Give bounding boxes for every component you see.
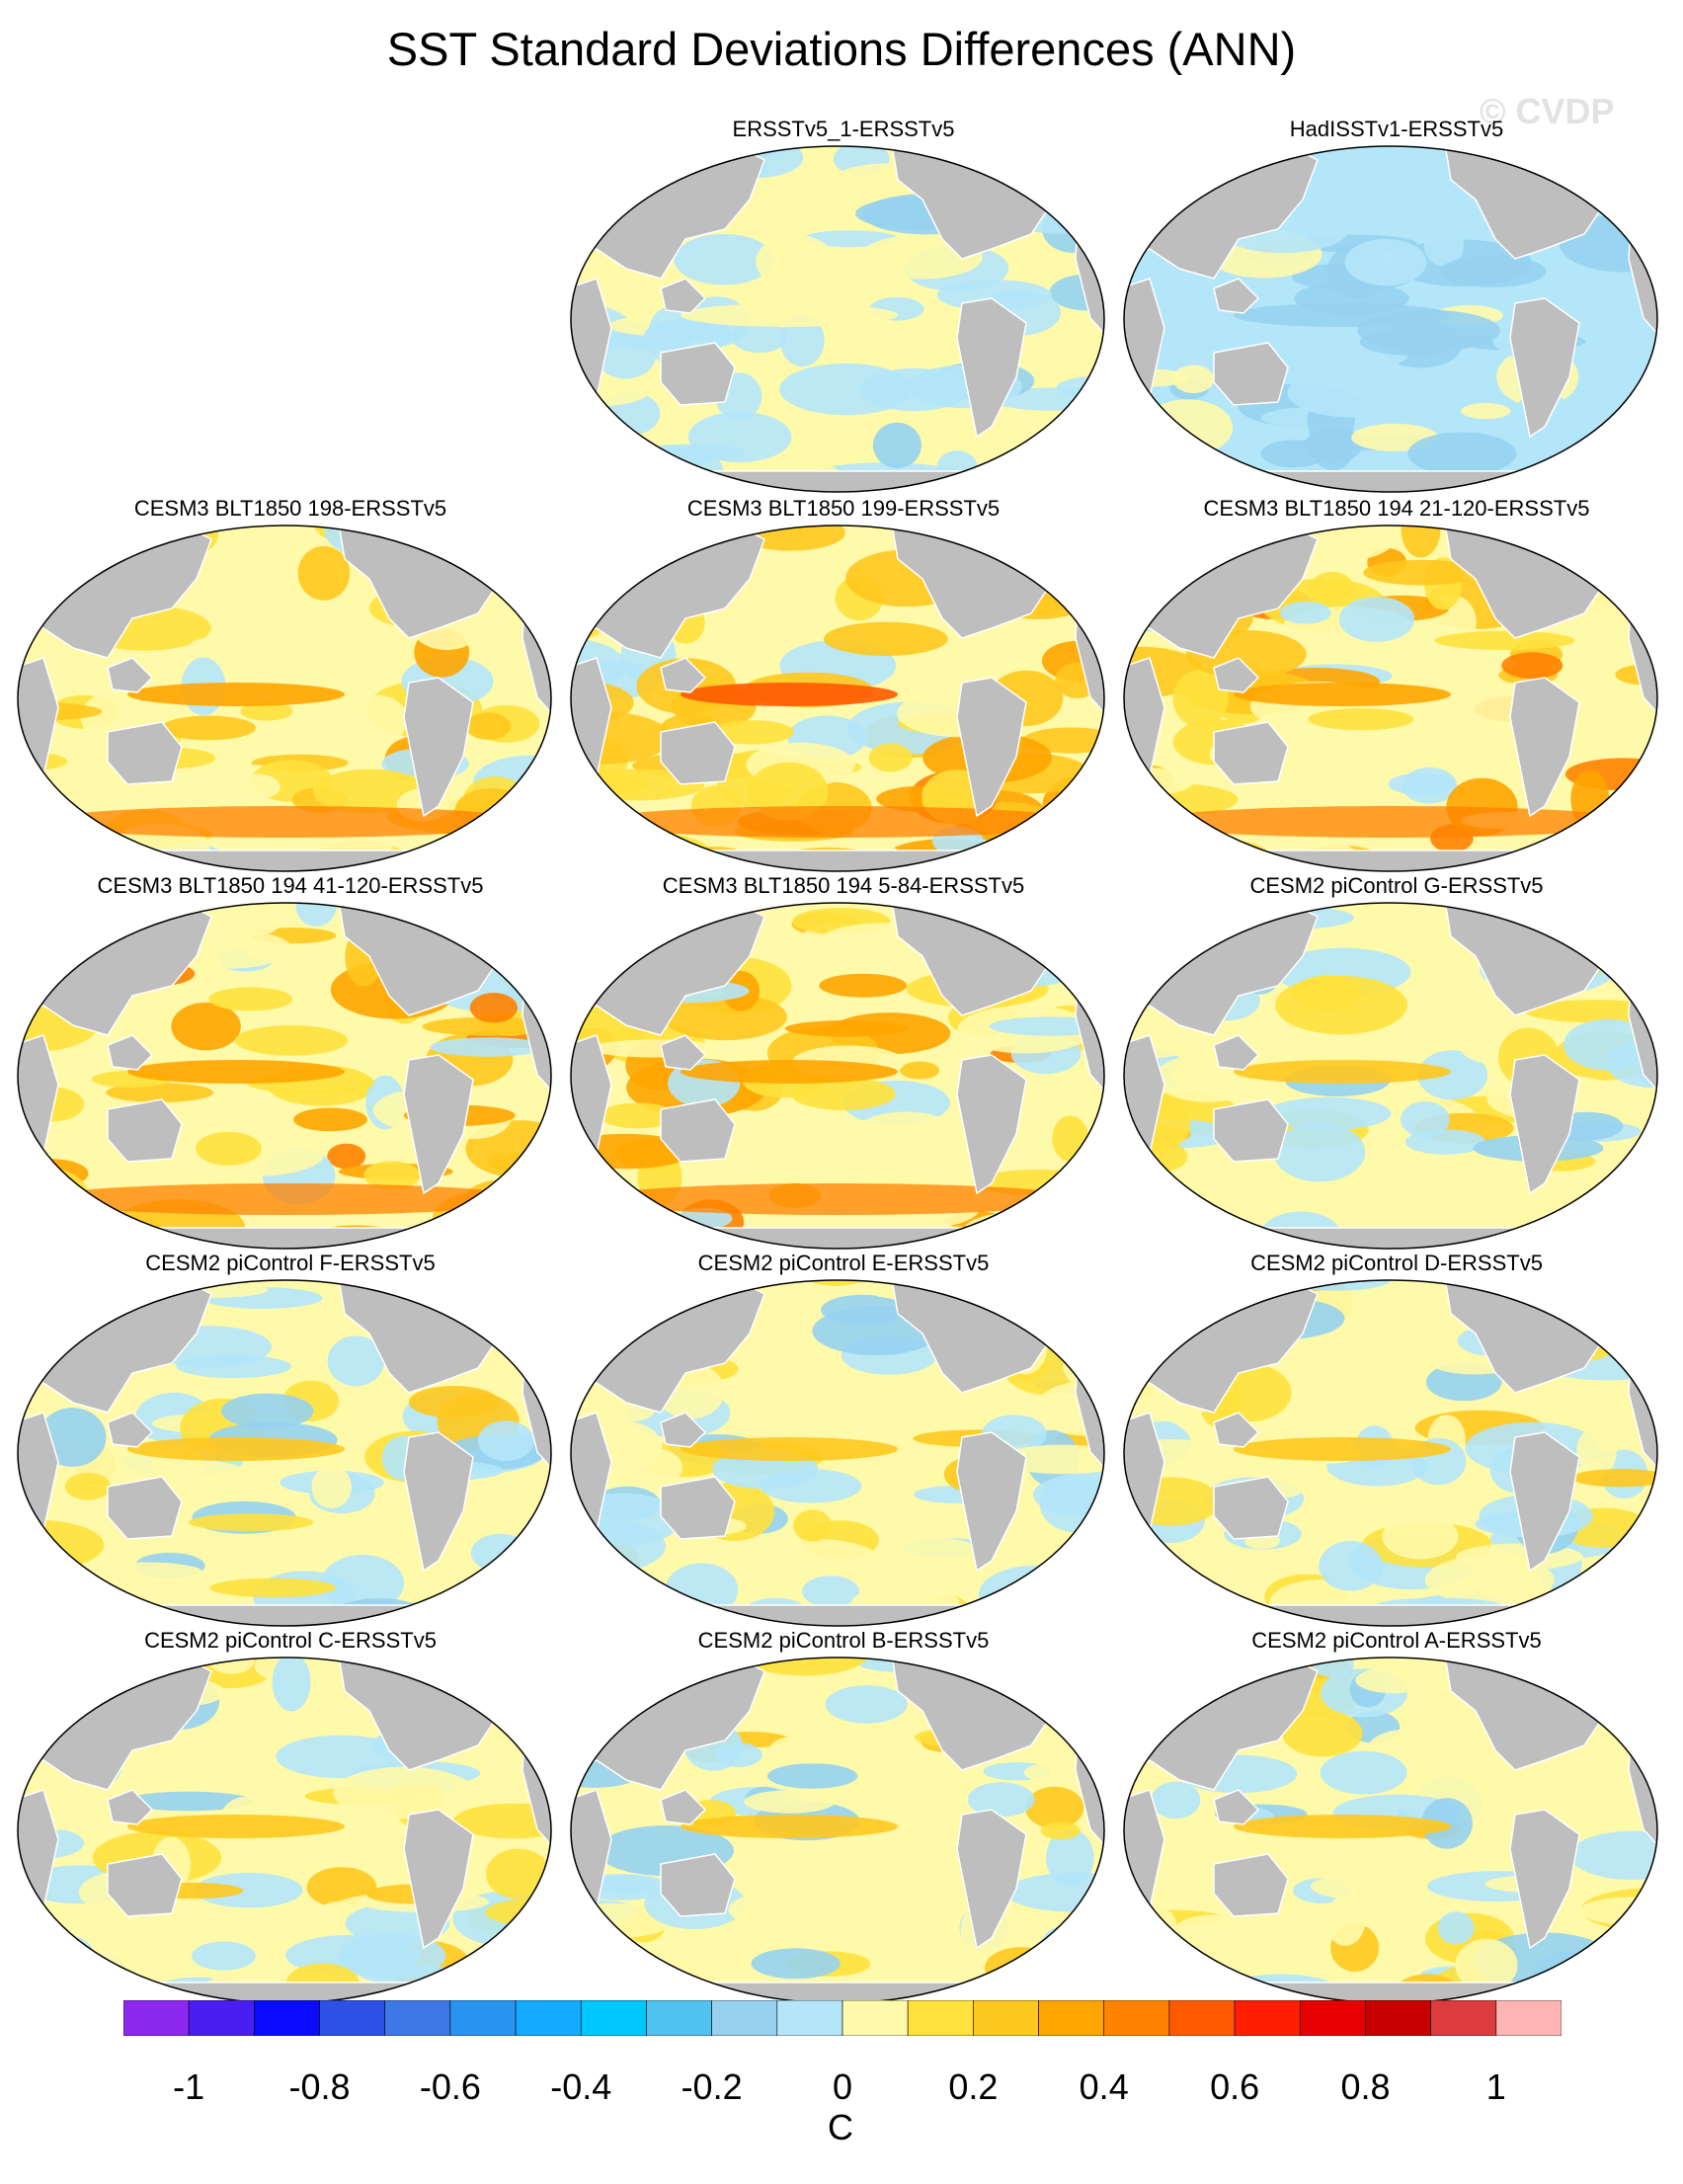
panel-title: CESM2 piControl F-ERSSTv5 (145, 1251, 436, 1275)
colorbar-swatch (776, 2000, 843, 2036)
panel-title: CESM2 piControl G-ERSSTv5 (1249, 873, 1544, 898)
colorbar-swatch (973, 2000, 1039, 2036)
colorbar-swatch (1103, 2000, 1170, 2036)
colorbar-swatch (254, 2000, 320, 2036)
panel-title: CESM2 piControl E-ERSSTv5 (697, 1251, 990, 1275)
colorbar-tick-label: -1 (173, 2066, 205, 2107)
map-panel: HadISSTv1-ERSSTv5 (1120, 117, 1673, 496)
colorbar-tick-label: 0 (832, 2066, 853, 2107)
panel-title: ERSSTv5_1-ERSSTv5 (732, 117, 955, 141)
colorbar-tick-label: 1 (1485, 2066, 1506, 2107)
global-map (17, 525, 552, 872)
global-map (17, 1279, 552, 1627)
colorbar (123, 2000, 1562, 2036)
colorbar-swatch (1299, 2000, 1366, 2036)
colorbar-tick-label: -0.8 (288, 2066, 351, 2107)
map-panel: CESM2 piControl F-ERSSTv5 (14, 1251, 567, 1630)
colorbar-swatch (1430, 2000, 1497, 2036)
colorbar-swatch (646, 2000, 712, 2036)
global-map (1123, 525, 1658, 872)
map-panel: CESM2 piControl G-ERSSTv5 (1120, 873, 1673, 1253)
panel-title: CESM2 piControl B-ERSSTv5 (697, 1628, 990, 1653)
map-panel: CESM3 BLT1850 194 5-84-ERSSTv5 (567, 873, 1120, 1253)
panel-title: CESM3 BLT1850 194 5-84-ERSSTv5 (662, 873, 1025, 898)
colorbar-swatch (1365, 2000, 1431, 2036)
colorbar-swatch (1495, 2000, 1562, 2036)
global-map (1123, 1279, 1658, 1627)
colorbar-tick-label: 0.4 (1079, 2066, 1129, 2107)
panel-title: CESM3 BLT1850 199-ERSSTv5 (686, 496, 1001, 521)
global-map (1123, 1657, 1658, 2004)
map-panel: CESM2 piControl B-ERSSTv5 (567, 1628, 1120, 2007)
panel-title: CESM2 piControl D-ERSSTv5 (1250, 1251, 1543, 1275)
map-panel: CESM3 BLT1850 198-ERSSTv5 (14, 496, 567, 875)
global-map (17, 1657, 552, 2004)
panel-title: HadISSTv1-ERSSTv5 (1289, 117, 1504, 141)
colorbar-swatch (1038, 2000, 1105, 2036)
colorbar-tick-label: 0.6 (1210, 2066, 1260, 2107)
colorbar-swatch (515, 2000, 582, 2036)
panel-title: CESM2 piControl A-ERSSTv5 (1251, 1628, 1542, 1653)
map-panel: CESM3 BLT1850 194 21-120-ERSSTv5 (1120, 496, 1673, 875)
global-map (570, 525, 1105, 872)
map-panel: CESM3 BLT1850 199-ERSSTv5 (567, 496, 1120, 875)
colorbar-swatch (449, 2000, 517, 2036)
colorbar-swatch (711, 2000, 778, 2036)
colorbar-tick-label: -0.6 (419, 2066, 481, 2107)
map-panel: CESM2 piControl A-ERSSTv5 (1120, 1628, 1673, 2007)
panel-title: CESM3 BLT1850 194 21-120-ERSSTv5 (1203, 496, 1590, 521)
colorbar-tick-label: 0.8 (1340, 2066, 1391, 2107)
global-map (570, 902, 1105, 1250)
figure-title: SST Standard Deviations Differences (ANN… (386, 23, 1297, 75)
colorbar-unit: C (828, 2107, 853, 2147)
colorbar-tick-label: 0.2 (948, 2066, 999, 2107)
global-map (570, 1657, 1105, 2004)
map-panel: CESM2 piControl D-ERSSTv5 (1120, 1251, 1673, 1630)
colorbar-swatch (907, 2000, 974, 2036)
global-map (570, 1279, 1105, 1627)
colorbar-tick-label: -0.2 (681, 2066, 743, 2107)
global-map (570, 145, 1105, 493)
map-panel: ERSSTv5_1-ERSSTv5 (567, 117, 1120, 496)
colorbar-swatch (1234, 2000, 1301, 2036)
colorbar-swatch (384, 2000, 451, 2036)
global-map (1123, 902, 1658, 1250)
colorbar-swatch (842, 2000, 909, 2036)
colorbar-swatch (319, 2000, 386, 2036)
panel-title: CESM3 BLT1850 198-ERSSTv5 (133, 496, 447, 521)
colorbar-swatch (188, 2000, 255, 2036)
panel-title: CESM3 BLT1850 194 41-120-ERSSTv5 (97, 873, 484, 898)
map-panel: CESM3 BLT1850 194 41-120-ERSSTv5 (14, 873, 567, 1253)
watermark-text: © CVDP (1480, 91, 1615, 131)
global-map (1123, 145, 1658, 493)
panel-title: CESM2 piControl C-ERSSTv5 (144, 1628, 437, 1653)
colorbar-swatch (1168, 2000, 1236, 2036)
global-map (17, 902, 552, 1250)
colorbar-swatch (580, 2000, 647, 2036)
map-panel: CESM2 piControl C-ERSSTv5 (14, 1628, 567, 2007)
map-panel: CESM2 piControl E-ERSSTv5 (567, 1251, 1120, 1630)
colorbar-swatch (123, 2000, 190, 2036)
colorbar-tick-label: -0.4 (550, 2066, 612, 2107)
